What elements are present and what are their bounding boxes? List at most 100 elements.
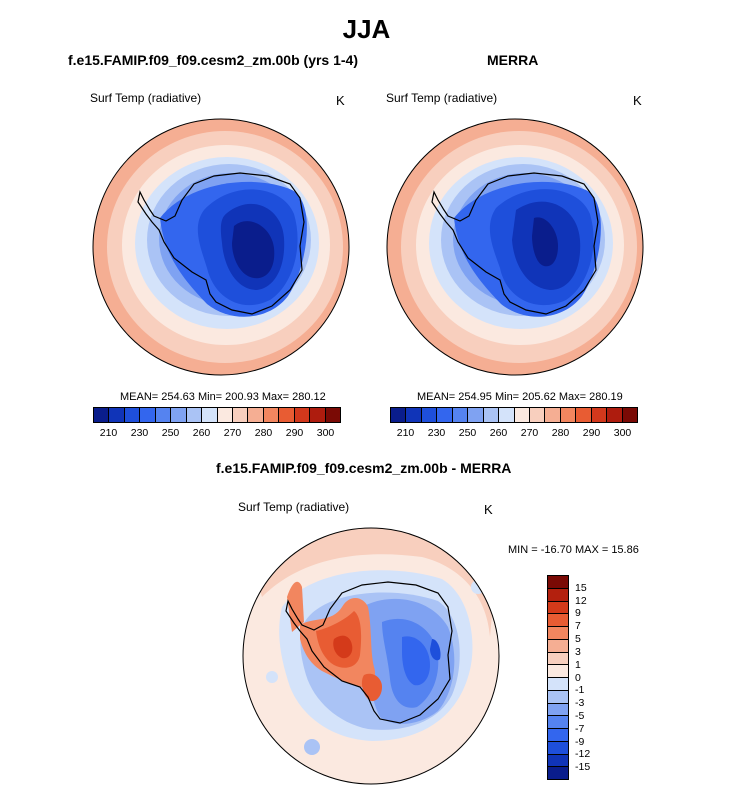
panel-3-colorbar-tick-label: -7 bbox=[575, 722, 585, 735]
panel-2-polar-map bbox=[386, 118, 644, 376]
panel-1-colorbar bbox=[93, 407, 341, 423]
panel-3-colorbar-segment bbox=[548, 614, 568, 627]
panel-1-colorbar-segment bbox=[155, 408, 172, 422]
panel-1-colorbar-segment bbox=[217, 408, 233, 422]
panel-3-colorbar bbox=[547, 575, 569, 780]
panel-3-colorbar-tick-label: 5 bbox=[575, 633, 581, 646]
panel-3-colorbar-tick-label: 0 bbox=[575, 671, 581, 684]
panel-2-colorbar-segment bbox=[514, 408, 530, 422]
panel-2-colorbar-tick-label: 290 bbox=[582, 427, 601, 439]
panel-1-variable: Surf Temp (radiative) bbox=[90, 91, 202, 105]
panel-1-colorbar-segment bbox=[310, 408, 326, 422]
panel-3-colorbar-segment bbox=[548, 767, 568, 779]
panel-2-variable: Surf Temp (radiative) bbox=[386, 91, 498, 105]
panel-1-colorbar-tick-label: 210 bbox=[99, 427, 118, 439]
panel-2-colorbar-tick-label: 230 bbox=[427, 427, 446, 439]
panel-1-colorbar-segment bbox=[279, 408, 295, 422]
panel-2-colorbar-tick-label: 210 bbox=[396, 427, 415, 439]
panel-3-colorbar-segment bbox=[548, 678, 568, 691]
panel-3-colorbar-tick-label: 1 bbox=[575, 658, 581, 671]
panel-1-units: K bbox=[336, 93, 345, 108]
panel-1-colorbar-segment bbox=[294, 408, 311, 422]
panel-2-colorbar-segment bbox=[468, 408, 484, 422]
panel-3-colorbar-segment bbox=[548, 741, 568, 755]
panel-2-colorbar-tick-label: 270 bbox=[520, 427, 539, 439]
panel-3-colorbar-segment bbox=[548, 703, 568, 717]
panel-1-colorbar-segment bbox=[186, 408, 203, 422]
panel-3-colorbar-segment bbox=[548, 601, 568, 615]
panel-3-stats: MIN = -16.70 MAX = 15.86 bbox=[508, 544, 639, 556]
panel-1-stats: MEAN= 254.63 Min= 200.93 Max= 280.12 bbox=[120, 391, 326, 403]
panel-2-colorbar-segment bbox=[421, 408, 438, 422]
panel-2-colorbar-segment bbox=[437, 408, 453, 422]
panel-3-colorbar-segment bbox=[548, 729, 568, 742]
panel-3-colorbar-tick-label: -5 bbox=[575, 709, 585, 722]
panel-1-colorbar-tick-label: 250 bbox=[161, 427, 180, 439]
panel-3-colorbar-tick-label: 3 bbox=[575, 645, 581, 658]
panel-3-polar-map bbox=[242, 527, 500, 785]
panel-3-colorbar-tick-label: -1 bbox=[575, 684, 585, 697]
panel-3-colorbar-tick-label: -12 bbox=[575, 748, 591, 761]
panel-2-colorbar-segment bbox=[545, 408, 561, 422]
panel-1-colorbar-segment bbox=[94, 408, 110, 422]
panel-3-colorbar-segment bbox=[548, 716, 568, 729]
panel-2-colorbar-segment bbox=[591, 408, 608, 422]
panel-3-colorbar-segment bbox=[548, 665, 568, 678]
panel-1-colorbar-segment bbox=[140, 408, 156, 422]
panel-3-colorbar-tick-label: 15 bbox=[575, 581, 587, 594]
panel-2-colorbar-segment bbox=[452, 408, 469, 422]
panel-3-title: f.e15.FAMIP.f09_f09.cesm2_zm.00b - MERRA bbox=[216, 460, 512, 476]
panel-2-colorbar-segment bbox=[529, 408, 546, 422]
panel-1-colorbar-tick-label: 300 bbox=[316, 427, 335, 439]
panel-3-colorbar-ticks: 15 12 9 7 5 3 1 0 -1 -3 -5 -7 -9 -12 -15 bbox=[575, 575, 605, 780]
panel-2-colorbar-tick-label: 250 bbox=[458, 427, 477, 439]
panel-3-colorbar-segment bbox=[548, 639, 568, 653]
panel-3-colorbar-segment bbox=[548, 652, 568, 666]
panel-1-colorbar-tick-label: 280 bbox=[254, 427, 273, 439]
panel-2-colorbar-segment bbox=[391, 408, 407, 422]
panel-1-colorbar-segment bbox=[263, 408, 280, 422]
panel-3-colorbar-segment bbox=[548, 588, 568, 602]
panel-1-colorbar-tick-label: 290 bbox=[285, 427, 304, 439]
panel-2-colorbar-tick-label: 280 bbox=[551, 427, 570, 439]
panel-1-polar-map bbox=[92, 118, 350, 376]
panel-2-title: MERRA bbox=[487, 52, 539, 68]
panel-1-title: f.e15.FAMIP.f09_f09.cesm2_zm.00b (yrs 1-… bbox=[68, 52, 359, 68]
panel-1-colorbar-segment bbox=[232, 408, 249, 422]
panel-2-colorbar bbox=[390, 407, 638, 423]
panel-3-colorbar-segment bbox=[548, 690, 568, 704]
panel-3-colorbar-segment bbox=[548, 627, 568, 640]
panel-2-stats: MEAN= 254.95 Min= 205.62 Max= 280.19 bbox=[417, 391, 623, 403]
panel-1-colorbar-segment bbox=[124, 408, 141, 422]
panel-3-variable: Surf Temp (radiative) bbox=[238, 500, 350, 514]
panel-1-colorbar-segment bbox=[171, 408, 187, 422]
panel-3-colorbar-segment bbox=[548, 576, 568, 589]
panel-3-units: K bbox=[484, 502, 493, 517]
panel-2-colorbar-tick-label: 260 bbox=[489, 427, 508, 439]
panel-2-colorbar-tick-label: 300 bbox=[613, 427, 632, 439]
panel-3-colorbar-tick-label: 9 bbox=[575, 607, 581, 620]
panel-2-colorbar-segment bbox=[560, 408, 577, 422]
panel-1-colorbar-tick-label: 270 bbox=[223, 427, 242, 439]
panel-3-colorbar-tick-label: -3 bbox=[575, 697, 585, 710]
panel-1-colorbar-tick-label: 230 bbox=[130, 427, 149, 439]
panel-1-colorbar-segment bbox=[325, 408, 340, 422]
panel-2-units: K bbox=[633, 93, 642, 108]
panel-1-colorbar-ticks: 210 230 250 260 270 280 290 300 bbox=[93, 427, 341, 441]
panel-1-colorbar-segment bbox=[109, 408, 125, 422]
panel-3-colorbar-tick-label: -15 bbox=[575, 761, 591, 774]
panel-2-colorbar-segment bbox=[406, 408, 422, 422]
panel-2-colorbar-segment bbox=[483, 408, 500, 422]
panel-3-colorbar-tick-label: -9 bbox=[575, 735, 585, 748]
panel-3-colorbar-tick-label: 7 bbox=[575, 620, 581, 633]
panel-2-colorbar-segment bbox=[576, 408, 592, 422]
panel-2-colorbar-ticks: 210 230 250 260 270 280 290 300 bbox=[390, 427, 638, 441]
panel-1-colorbar-tick-label: 260 bbox=[192, 427, 211, 439]
figure-title: JJA bbox=[342, 14, 391, 44]
panel-1-colorbar-segment bbox=[202, 408, 218, 422]
panel-2-colorbar-segment bbox=[499, 408, 515, 422]
panel-3-colorbar-tick-label: 12 bbox=[575, 594, 587, 607]
panel-2-colorbar-segment bbox=[607, 408, 623, 422]
panel-2-colorbar-segment bbox=[622, 408, 637, 422]
panel-1-colorbar-segment bbox=[248, 408, 264, 422]
